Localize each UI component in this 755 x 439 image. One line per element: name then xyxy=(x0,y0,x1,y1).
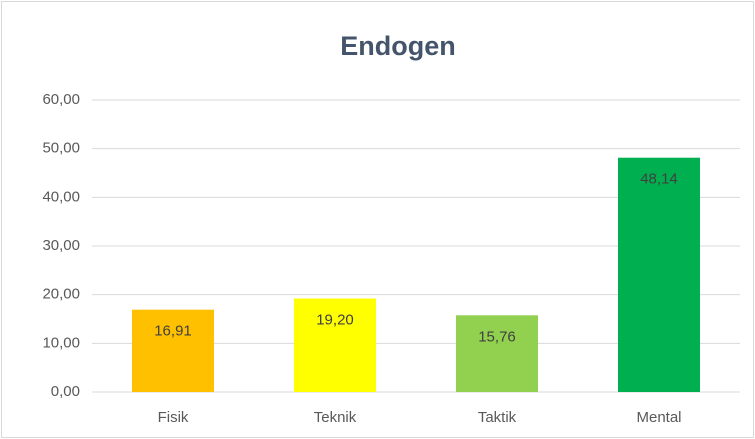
y-tick-label: 0,00 xyxy=(51,383,80,400)
y-tick-label: 30,00 xyxy=(42,237,80,254)
x-tick-label: Teknik xyxy=(314,409,357,426)
bar xyxy=(456,315,538,392)
bar xyxy=(618,157,700,392)
y-tick-label: 40,00 xyxy=(42,188,80,205)
data-label: 16,91 xyxy=(154,323,192,340)
data-label: 19,20 xyxy=(316,312,354,329)
y-tick-label: 10,00 xyxy=(42,334,80,351)
y-tick-label: 50,00 xyxy=(42,140,80,157)
y-tick-label: 20,00 xyxy=(42,286,80,303)
bar xyxy=(132,309,214,392)
y-tick-label: 60,00 xyxy=(42,91,80,108)
chart-title: Endogen xyxy=(340,31,456,61)
x-tick-label: Mental xyxy=(636,409,681,426)
x-tick-label: Taktik xyxy=(478,409,517,426)
data-label: 15,76 xyxy=(478,328,516,345)
data-label: 48,14 xyxy=(640,171,678,188)
x-tick-label: Fisik xyxy=(158,409,189,426)
bar xyxy=(294,298,376,392)
